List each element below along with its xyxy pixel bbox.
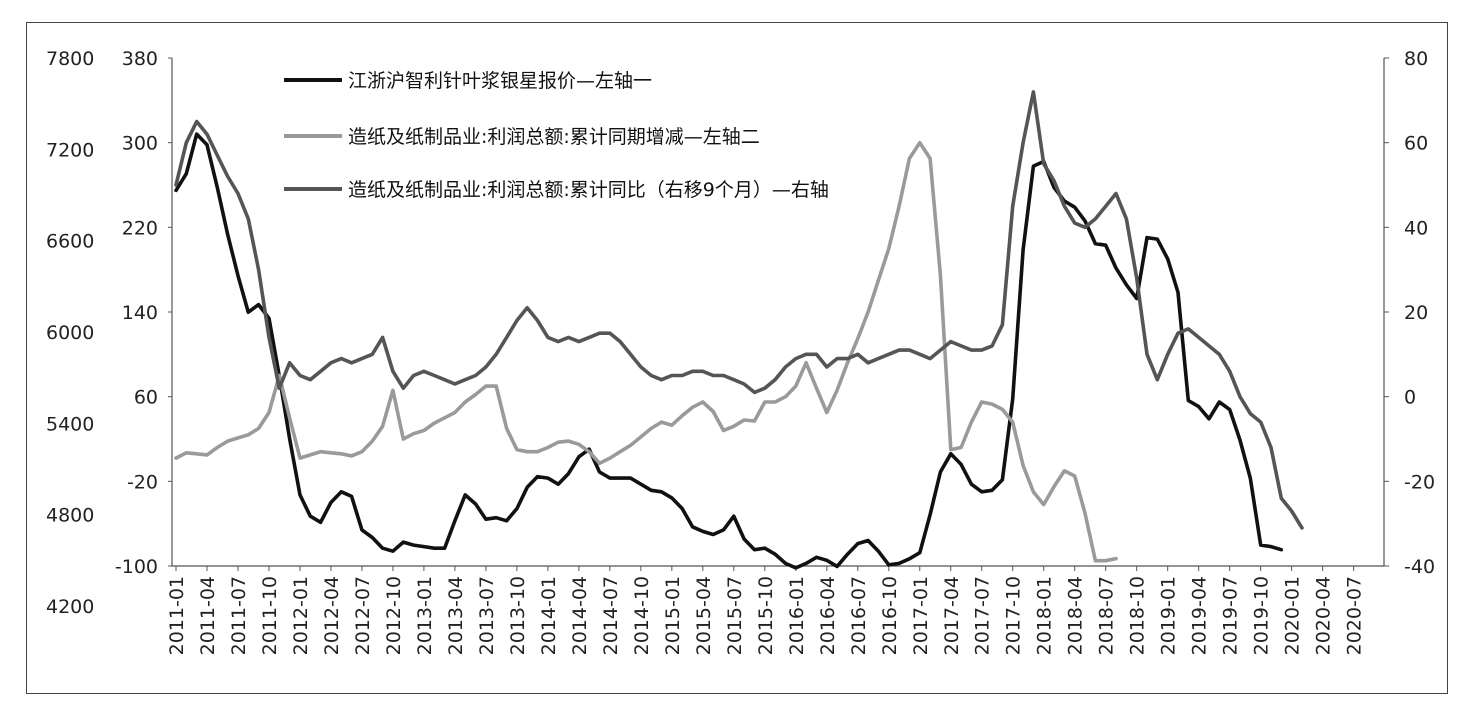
legend-layer: 江浙沪智利针叶浆银星报价—左轴一造纸及纸制品业:利润总额:累计同期增减—左轴二造… <box>284 70 829 201</box>
x-axis-tick: 2019-10 <box>1251 576 1273 655</box>
x-axis-tick: 2018-10 <box>1127 576 1149 655</box>
x-axis-tick: 2019-01 <box>1158 576 1180 655</box>
left-axis-1-tick: 6600 <box>46 231 94 253</box>
x-axis-tick: 2011-10 <box>259 576 281 655</box>
series-line-profit_change <box>174 140 1118 563</box>
right-axis-tick: 80 <box>1404 48 1428 70</box>
series-line-profit_yoy <box>174 90 1304 530</box>
left-axis-2-tick: -100 <box>115 556 158 578</box>
x-axis-tick: 2012-04 <box>321 576 343 655</box>
x-axis-tick: 2020-04 <box>1313 576 1335 655</box>
lines-layer <box>174 90 1304 570</box>
x-axis-tick: 2012-10 <box>383 576 405 655</box>
x-axis-tick: 2012-01 <box>290 576 312 655</box>
x-axis-tick: 2014-04 <box>569 576 591 655</box>
x-axis-tick: 2017-07 <box>972 576 994 655</box>
left-axis-1-tick: 6000 <box>46 322 94 344</box>
series-line-price <box>174 132 1284 570</box>
legend-label-price: 江浙沪智利针叶浆银星报价—左轴一 <box>348 70 652 92</box>
axes-layer: 7800 7200 6600 6000 5400 4800 4200 380 300 220 140… <box>46 48 1435 655</box>
x-axis-tick: 2015-01 <box>662 576 684 655</box>
left-axis-2-tick: 140 <box>122 302 158 324</box>
x-axis-tick: 2014-07 <box>600 576 622 655</box>
x-axis-tick: 2019-07 <box>1220 576 1242 655</box>
x-axis-tick: 2011-04 <box>197 576 219 655</box>
left-axis-2-tick: 300 <box>122 133 158 155</box>
left-axis-2-tick: 380 <box>122 48 158 70</box>
x-axis-tick: 2011-07 <box>228 576 250 655</box>
left-axis-1-tick: 4800 <box>46 505 94 527</box>
x-axis-tick: 2017-04 <box>941 576 963 655</box>
legend-label-profit_change: 造纸及纸制品业:利润总额:累计同期增减—左轴二 <box>348 126 760 148</box>
x-axis-tick: 2016-10 <box>879 576 901 655</box>
x-axis-tick: 2020-01 <box>1282 576 1304 655</box>
x-axis-tick: 2011-01 <box>166 576 188 655</box>
x-axis-tick: 2014-01 <box>538 576 560 655</box>
left-axis-2-tick: 220 <box>122 217 158 239</box>
left-axis-1-tick: 5400 <box>46 413 94 435</box>
x-axis-tick: 2014-10 <box>631 576 653 655</box>
left-axis-1-tick: 7200 <box>46 139 94 161</box>
x-axis-tick: 2013-01 <box>414 576 436 655</box>
x-axis-tick: 2015-10 <box>755 576 777 655</box>
x-axis-tick: 2013-10 <box>507 576 529 655</box>
x-axis-tick: 2015-07 <box>724 576 746 655</box>
x-axis-tick: 2013-07 <box>476 576 498 655</box>
x-axis-tick: 2017-10 <box>1003 576 1025 655</box>
x-axis-tick: 2020-07 <box>1344 576 1366 655</box>
left-axis-1-tick: 7800 <box>46 48 94 70</box>
right-axis-tick: -20 <box>1404 471 1435 493</box>
right-axis-tick: 60 <box>1404 133 1428 155</box>
x-axis-tick: 2016-01 <box>786 576 808 655</box>
x-axis-tick: 2016-04 <box>817 576 839 655</box>
right-axis-tick: 40 <box>1404 217 1428 239</box>
right-axis-tick: -40 <box>1404 556 1435 578</box>
left-axis-2-tick: -20 <box>127 471 158 493</box>
x-axis-tick: 2016-07 <box>848 576 870 655</box>
x-axis-tick: 2015-04 <box>693 576 715 655</box>
x-axis-tick: 2017-01 <box>910 576 932 655</box>
chart-frame <box>26 22 1448 694</box>
right-axis-tick: 20 <box>1404 302 1428 324</box>
left-axis-2-tick: 60 <box>134 387 158 409</box>
right-axis-tick: 0 <box>1404 387 1416 409</box>
x-axis-tick: 2019-04 <box>1189 576 1211 655</box>
left-axis-1-tick: 4200 <box>46 596 94 618</box>
x-axis-tick: 2013-04 <box>445 576 467 655</box>
x-axis-tick: 2018-04 <box>1065 576 1087 655</box>
x-axis-tick: 2012-07 <box>352 576 374 655</box>
x-axis-tick: 2018-01 <box>1034 576 1056 655</box>
legend-label-profit_yoy: 造纸及纸制品业:利润总额:累计同比（右移9个月）—右轴 <box>348 179 829 201</box>
x-axis-tick: 2018-07 <box>1096 576 1118 655</box>
